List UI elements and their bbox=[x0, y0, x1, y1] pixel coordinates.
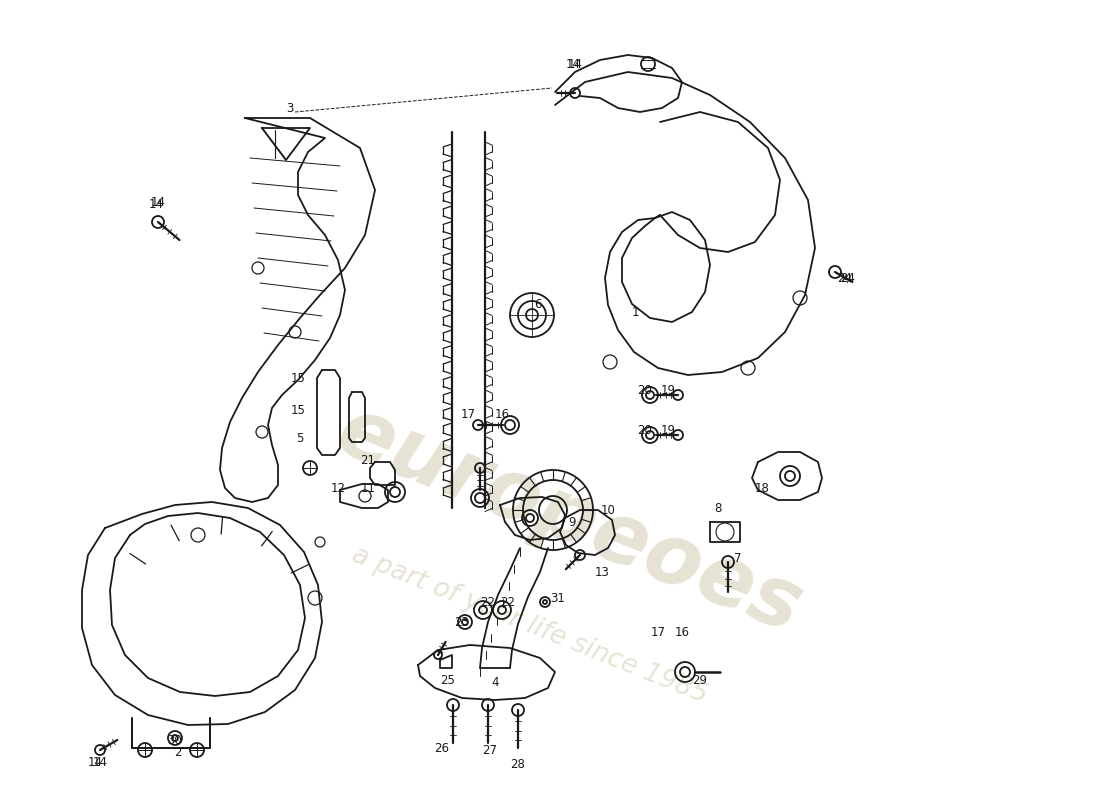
Text: 14: 14 bbox=[88, 755, 102, 769]
Text: 16: 16 bbox=[674, 626, 690, 638]
Text: 1: 1 bbox=[631, 306, 639, 318]
Text: 30: 30 bbox=[167, 734, 183, 746]
Text: 18: 18 bbox=[755, 482, 769, 494]
Text: 20: 20 bbox=[638, 383, 652, 397]
Text: 14: 14 bbox=[92, 755, 108, 769]
Text: 15: 15 bbox=[290, 371, 306, 385]
Text: 22: 22 bbox=[481, 595, 495, 609]
Text: 31: 31 bbox=[551, 591, 565, 605]
Text: 19: 19 bbox=[660, 383, 675, 397]
Text: 17: 17 bbox=[461, 409, 475, 422]
Text: 3: 3 bbox=[286, 102, 294, 114]
Text: 13: 13 bbox=[595, 566, 609, 578]
Text: 8: 8 bbox=[714, 502, 722, 514]
Text: 6: 6 bbox=[535, 298, 541, 311]
Text: 14: 14 bbox=[568, 58, 583, 71]
Text: europeoes: europeoes bbox=[326, 390, 814, 650]
Text: 24: 24 bbox=[840, 271, 856, 285]
Text: 24: 24 bbox=[837, 271, 852, 285]
Text: 12: 12 bbox=[330, 482, 345, 494]
Text: 15: 15 bbox=[290, 403, 306, 417]
Text: 14: 14 bbox=[151, 195, 165, 209]
Text: 28: 28 bbox=[510, 758, 526, 770]
Text: 2: 2 bbox=[174, 746, 182, 758]
Text: 22: 22 bbox=[500, 595, 516, 609]
Text: 23: 23 bbox=[454, 615, 470, 629]
Text: 20: 20 bbox=[638, 423, 652, 437]
Text: 10: 10 bbox=[601, 503, 615, 517]
Text: 7: 7 bbox=[735, 551, 741, 565]
Text: 14: 14 bbox=[148, 198, 164, 210]
Text: 19: 19 bbox=[660, 423, 675, 437]
Text: 16: 16 bbox=[495, 409, 509, 422]
Text: 21: 21 bbox=[361, 454, 375, 466]
Text: 26: 26 bbox=[434, 742, 450, 754]
Text: 25: 25 bbox=[441, 674, 455, 686]
Text: 27: 27 bbox=[483, 743, 497, 757]
Text: 17: 17 bbox=[650, 626, 666, 638]
Text: 5: 5 bbox=[296, 431, 304, 445]
Text: 29: 29 bbox=[693, 674, 707, 686]
Text: 11: 11 bbox=[361, 482, 375, 494]
Text: a part of your life since 1985: a part of your life since 1985 bbox=[349, 542, 712, 709]
Text: 14: 14 bbox=[565, 58, 581, 71]
Text: 9: 9 bbox=[569, 515, 575, 529]
Text: 4: 4 bbox=[492, 675, 498, 689]
